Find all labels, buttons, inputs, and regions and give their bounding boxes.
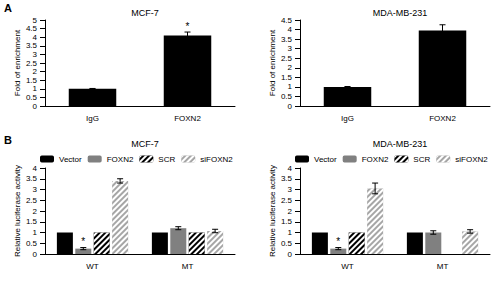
svg-text:0.5: 0.5 (281, 239, 293, 248)
svg-text:1: 1 (288, 82, 293, 91)
svg-text:1.5: 1.5 (26, 76, 38, 85)
svg-text:MT: MT (437, 262, 449, 271)
svg-text:1.5: 1.5 (281, 73, 293, 82)
svg-text:3.5: 3.5 (281, 35, 293, 44)
svg-text:0: 0 (288, 102, 293, 111)
svg-text:3: 3 (33, 50, 38, 59)
svg-text:2.5: 2.5 (26, 196, 38, 205)
svg-text:siFOXN2: siFOXN2 (200, 155, 233, 164)
svg-text:3.5: 3.5 (26, 174, 38, 183)
svg-text:SCR: SCR (158, 155, 175, 164)
svg-text:3: 3 (33, 185, 38, 194)
svg-text:2.5: 2.5 (281, 54, 293, 63)
svg-text:Fold of enrichment: Fold of enrichment (13, 29, 22, 96)
svg-text:WT: WT (86, 262, 99, 271)
svg-text:2: 2 (33, 67, 38, 76)
svg-text:0: 0 (288, 250, 293, 259)
svg-text:4: 4 (288, 25, 293, 34)
svg-text:MDA-MB-231: MDA-MB-231 (373, 139, 428, 149)
svg-text:siFOXN2: siFOXN2 (455, 155, 488, 164)
svg-text:1: 1 (33, 228, 38, 237)
svg-text:FOXN2: FOXN2 (429, 114, 456, 123)
svg-text:SCR: SCR (413, 155, 430, 164)
svg-text:4.5: 4.5 (281, 16, 293, 25)
svg-text:2: 2 (288, 207, 293, 216)
svg-text:*: * (81, 236, 85, 247)
svg-text:1.5: 1.5 (281, 217, 293, 226)
svg-text:0.5: 0.5 (26, 93, 38, 102)
svg-text:Vector: Vector (59, 155, 82, 164)
svg-text:0.5: 0.5 (26, 239, 38, 248)
svg-text:0.5: 0.5 (281, 92, 293, 101)
svg-text:3.5: 3.5 (26, 41, 38, 50)
svg-text:1: 1 (288, 228, 293, 237)
svg-text:Relative luciferase activity: Relative luciferase activity (13, 165, 22, 257)
svg-text:1: 1 (33, 84, 38, 93)
svg-text:*: * (336, 236, 340, 247)
svg-text:3: 3 (288, 44, 293, 53)
svg-text:0: 0 (33, 102, 38, 111)
svg-text:4: 4 (33, 164, 38, 173)
svg-text:2.5: 2.5 (281, 196, 293, 205)
svg-text:FOXN2: FOXN2 (107, 155, 134, 164)
svg-text:Fold of enrichment: Fold of enrichment (268, 29, 277, 96)
svg-text:2: 2 (288, 63, 293, 72)
svg-text:2.5: 2.5 (26, 59, 38, 68)
svg-text:MCF-7: MCF-7 (131, 139, 159, 149)
svg-text:A: A (4, 2, 12, 14)
svg-text:0: 0 (33, 250, 38, 259)
svg-text:MCF-7: MCF-7 (131, 8, 159, 18)
svg-text:IgG: IgG (86, 114, 99, 123)
svg-text:4: 4 (288, 164, 293, 173)
svg-text:3: 3 (288, 185, 293, 194)
svg-text:FOXN2: FOXN2 (174, 114, 201, 123)
svg-text:B: B (4, 134, 12, 146)
svg-text:Relative luciferase activity: Relative luciferase activity (268, 165, 277, 257)
svg-text:4: 4 (33, 33, 38, 42)
svg-text:MDA-MB-231: MDA-MB-231 (373, 8, 428, 18)
svg-text:*: * (186, 21, 190, 32)
svg-text:5: 5 (33, 16, 38, 25)
svg-text:WT: WT (341, 262, 354, 271)
svg-text:FOXN2: FOXN2 (362, 155, 389, 164)
svg-text:3.5: 3.5 (281, 174, 293, 183)
svg-text:IgG: IgG (341, 114, 354, 123)
svg-text:4.5: 4.5 (26, 24, 38, 33)
svg-text:MT: MT (182, 262, 194, 271)
svg-text:1.5: 1.5 (26, 217, 38, 226)
svg-text:Vector: Vector (314, 155, 337, 164)
svg-text:2: 2 (33, 207, 38, 216)
